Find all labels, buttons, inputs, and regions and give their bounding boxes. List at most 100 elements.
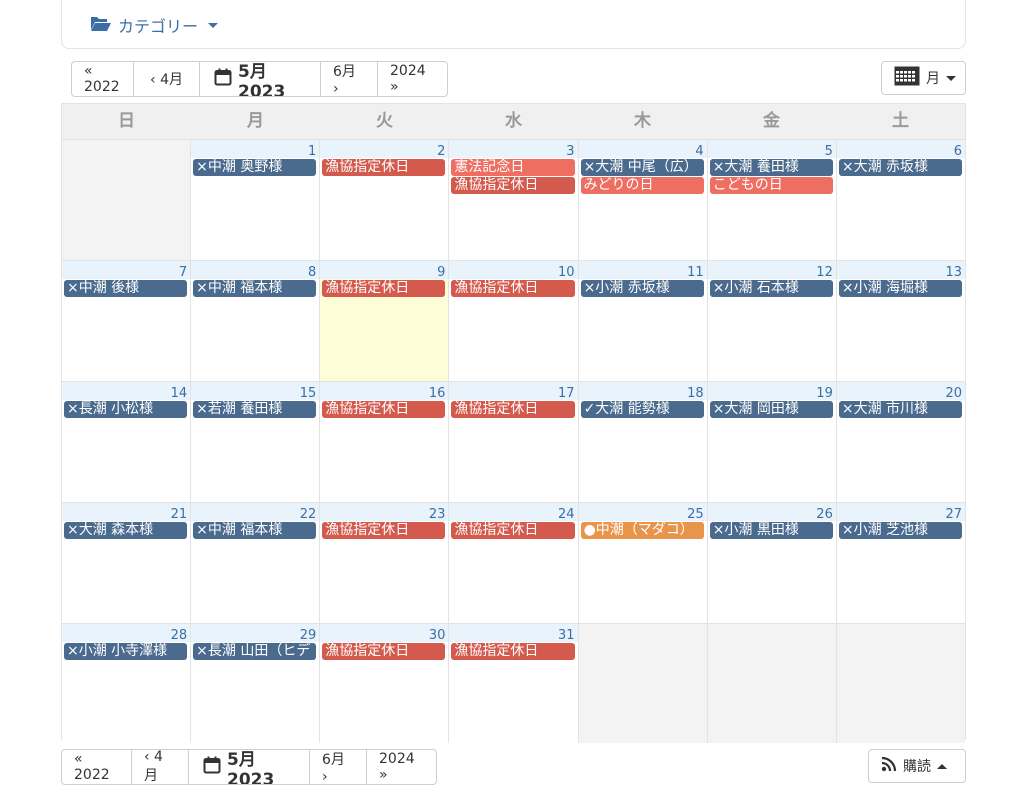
day-number[interactable]: 23 (428, 507, 446, 522)
calendar-event[interactable]: 漁協指定休日 (322, 280, 446, 297)
day-number[interactable]: 27 (945, 507, 962, 522)
day-cell[interactable]: 8 ×中潮 福本様 (191, 261, 321, 381)
day-cell[interactable]: 31 漁協指定休日 (449, 624, 579, 743)
day-cell[interactable]: 7 ×中潮 後様 (62, 261, 192, 381)
calendar-event[interactable]: ×中潮 後様 (64, 280, 188, 297)
day-number[interactable]: 14 (170, 386, 188, 401)
day-cell[interactable]: 29 ×長潮 山田（ヒデ (191, 624, 321, 743)
day-number[interactable]: 17 (558, 386, 575, 401)
day-cell[interactable]: 10 漁協指定休日 (449, 261, 579, 381)
day-number[interactable]: 15 (299, 386, 317, 401)
day-cell[interactable]: 12 ×小潮 石本様 (707, 261, 837, 381)
day-number[interactable]: 28 (170, 628, 188, 643)
day-cell[interactable]: 1 ×中潮 奥野様 (191, 140, 321, 260)
current-month-button[interactable]: 5月 2023 (189, 750, 310, 784)
prev-year-button[interactable]: « 2022 (62, 750, 132, 784)
day-number[interactable]: 19 (816, 386, 833, 401)
day-cell[interactable]: 22 ×中潮 福本様 (191, 503, 321, 623)
calendar-event[interactable]: 漁協指定休日 (451, 522, 575, 539)
day-number[interactable]: 16 (428, 386, 446, 401)
day-number[interactable]: 7 (178, 265, 188, 280)
calendar-event[interactable]: 漁協指定休日 (322, 401, 446, 418)
calendar-event[interactable]: ×長潮 山田（ヒデ (193, 643, 317, 660)
day-cell[interactable]: 16 漁協指定休日 (320, 382, 450, 502)
calendar-event[interactable]: こどもの日 (709, 177, 833, 194)
calendar-event[interactable]: ×大潮 岡田様 (709, 401, 833, 418)
prev-month-button[interactable]: ‹ 4月 (134, 62, 200, 96)
next-year-button[interactable]: 2024 » (379, 751, 415, 783)
day-number[interactable]: 6 (953, 144, 962, 159)
calendar-event[interactable]: 漁協指定休日 (322, 522, 446, 539)
day-number[interactable]: 8 (308, 265, 317, 280)
day-number[interactable]: 29 (299, 628, 317, 643)
calendar-event[interactable]: 漁協指定休日 (451, 177, 575, 194)
day-cell[interactable]: 28 ×小潮 小寺澤様 (62, 624, 192, 743)
day-cell[interactable]: 17 漁協指定休日 (449, 382, 579, 502)
next-year-button[interactable]: 2024 » (390, 63, 426, 95)
day-cell[interactable]: 14 ×長潮 小松様 (62, 382, 192, 502)
day-cell[interactable]: 2 漁協指定休日 (320, 140, 450, 260)
day-cell[interactable]: 20 ×大潮 市川様 (836, 382, 965, 502)
calendar-event[interactable]: ×大潮 市川様 (838, 401, 962, 418)
today-cell[interactable]: 9 漁協指定休日 (320, 261, 450, 381)
day-number[interactable]: 26 (816, 507, 833, 522)
day-number[interactable]: 24 (558, 507, 575, 522)
day-number[interactable]: 5 (824, 144, 833, 159)
next-month-button[interactable]: 6月 › (310, 750, 367, 784)
current-month-button[interactable]: 5月 2023 (200, 62, 321, 96)
calendar-event[interactable]: ×大潮 森本様 (64, 522, 188, 539)
calendar-event[interactable]: ×小潮 石本様 (709, 280, 833, 297)
calendar-event[interactable]: ×中潮 福本様 (193, 280, 317, 297)
day-number[interactable]: 11 (687, 265, 704, 280)
category-dropdown[interactable]: カテゴリー (90, 14, 219, 36)
day-number[interactable]: 20 (945, 386, 962, 401)
calendar-event[interactable]: ●中潮（マダコ） (580, 522, 704, 539)
day-number[interactable]: 13 (945, 265, 962, 280)
calendar-event[interactable]: ×小潮 海堀様 (838, 280, 962, 297)
calendar-event[interactable]: ×小潮 赤坂様 (580, 280, 704, 297)
prev-year-button[interactable]: « 2022 (72, 62, 134, 96)
day-number[interactable]: 21 (170, 507, 188, 522)
day-cell[interactable]: 30 漁協指定休日 (320, 624, 450, 743)
day-cell[interactable]: 15 ×若潮 養田様 (191, 382, 321, 502)
day-cell[interactable]: 11 ×小潮 赤坂様 (578, 261, 708, 381)
calendar-event[interactable]: みどりの日 (580, 177, 704, 194)
day-cell[interactable]: 18 ✓大潮 能勢様 (578, 382, 708, 502)
day-number[interactable]: 30 (428, 628, 446, 643)
calendar-event[interactable]: ×小潮 黒田様 (709, 522, 833, 539)
day-cell[interactable]: 21 ×大潮 森本様 (62, 503, 192, 623)
calendar-event[interactable]: 漁協指定休日 (322, 643, 446, 660)
calendar-event[interactable]: ✓大潮 能勢様 (580, 401, 704, 418)
calendar-event[interactable]: 憲法記念日 (451, 159, 575, 176)
day-number[interactable]: 22 (299, 507, 317, 522)
prev-month-button[interactable]: ‹ 4月 (132, 750, 189, 784)
day-cell[interactable]: 5 ×大潮 養田様 こどもの日 (707, 140, 837, 260)
day-cell[interactable]: 23 漁協指定休日 (320, 503, 450, 623)
subscribe-button[interactable]: 購読 (868, 749, 966, 783)
calendar-event[interactable]: ×大潮 養田様 (709, 159, 833, 176)
day-number[interactable]: 4 (695, 144, 704, 159)
day-cell[interactable]: 13 ×小潮 海堀様 (836, 261, 965, 381)
calendar-event[interactable]: ×中潮 福本様 (193, 522, 317, 539)
day-cell[interactable]: 19 ×大潮 岡田様 (707, 382, 837, 502)
day-cell[interactable]: 27 ×小潮 芝池様 (836, 503, 965, 623)
calendar-event[interactable]: ×中潮 奥野様 (193, 159, 317, 176)
view-toggle-button[interactable]: 月 (881, 61, 966, 95)
day-number[interactable]: 3 (566, 144, 575, 159)
day-number[interactable]: 31 (558, 628, 575, 643)
day-cell[interactable]: 24 漁協指定休日 (449, 503, 579, 623)
day-cell[interactable]: 26 ×小潮 黒田様 (707, 503, 837, 623)
calendar-event[interactable]: 漁協指定休日 (451, 643, 575, 660)
next-month-button[interactable]: 6月 › (321, 62, 378, 96)
day-number[interactable]: 12 (816, 265, 833, 280)
calendar-event[interactable]: ×大潮 赤坂様 (838, 159, 962, 176)
day-cell[interactable]: 25 ●中潮（マダコ） (578, 503, 708, 623)
day-number[interactable]: 9 (437, 265, 446, 280)
calendar-event[interactable]: ×大潮 中尾（広） (580, 159, 704, 176)
day-number[interactable]: 25 (687, 507, 704, 522)
day-cell[interactable]: 4 ×大潮 中尾（広） みどりの日 (578, 140, 708, 260)
day-number[interactable]: 1 (308, 144, 317, 159)
day-cell[interactable]: 3 憲法記念日 漁協指定休日 (449, 140, 579, 260)
day-number[interactable]: 2 (437, 144, 446, 159)
calendar-event[interactable]: ×長潮 小松様 (64, 401, 188, 418)
